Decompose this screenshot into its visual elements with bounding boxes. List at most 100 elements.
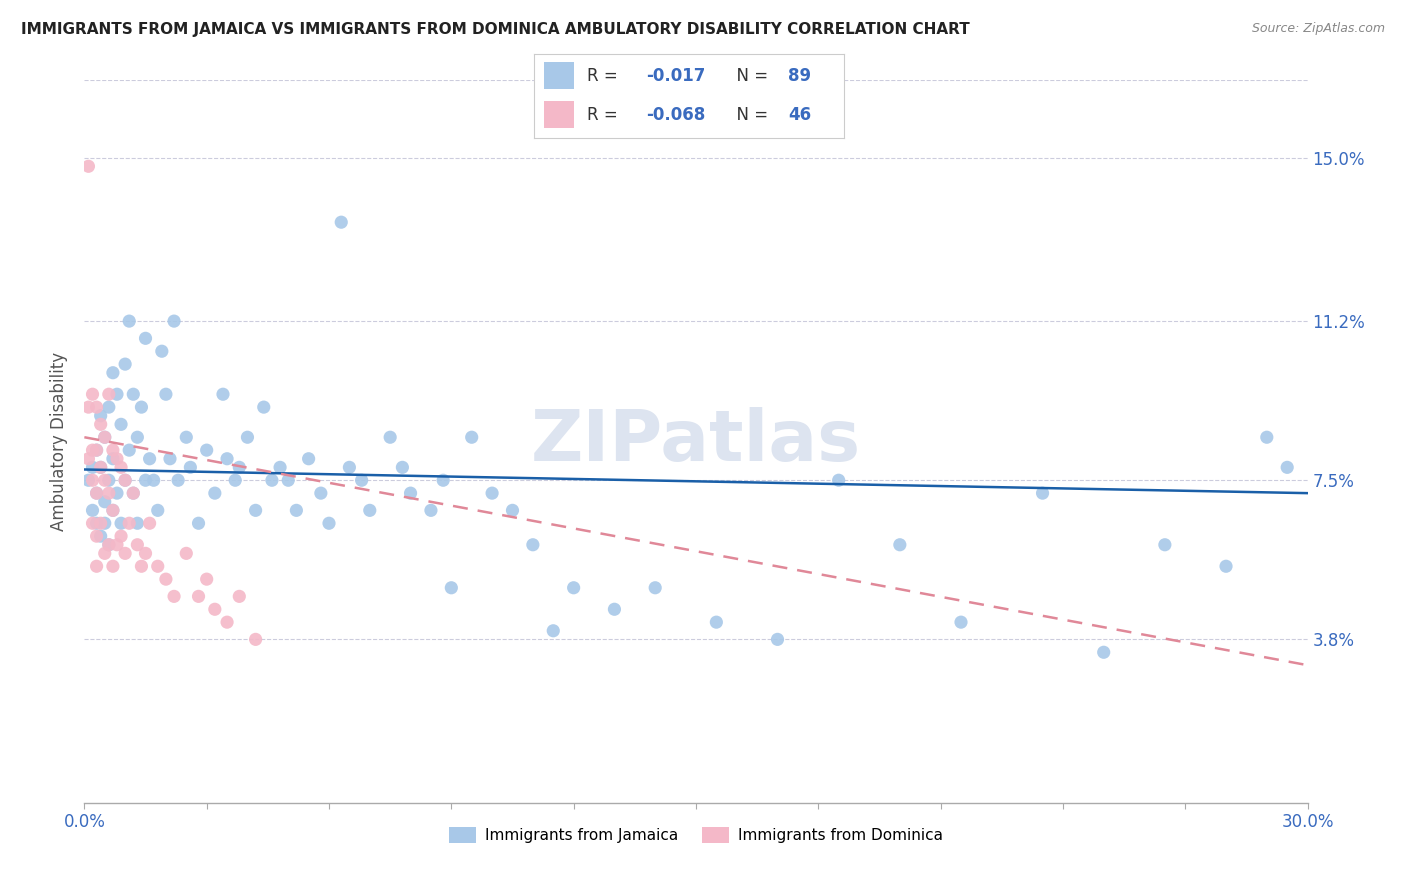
Point bbox=[86, 443, 108, 458]
Point bbox=[245, 632, 267, 647]
Point bbox=[212, 387, 235, 401]
Point bbox=[97, 538, 120, 552]
Point bbox=[131, 559, 153, 574]
Point bbox=[142, 473, 165, 487]
Point bbox=[1277, 460, 1299, 475]
Point bbox=[146, 503, 169, 517]
Point bbox=[114, 357, 136, 371]
Point bbox=[420, 503, 443, 517]
Point bbox=[318, 516, 340, 531]
Point bbox=[127, 516, 149, 531]
Text: R =: R = bbox=[586, 67, 623, 85]
Point bbox=[1092, 645, 1115, 659]
Point bbox=[90, 417, 112, 432]
Point bbox=[481, 486, 503, 500]
Point bbox=[127, 430, 149, 444]
Point bbox=[82, 473, 104, 487]
Point bbox=[217, 615, 239, 630]
Point bbox=[236, 430, 259, 444]
Point bbox=[228, 460, 250, 475]
Point bbox=[86, 486, 108, 500]
Point bbox=[105, 451, 128, 466]
Text: N =: N = bbox=[725, 105, 773, 123]
Point bbox=[90, 516, 112, 531]
Point bbox=[97, 538, 120, 552]
Point bbox=[644, 581, 666, 595]
Y-axis label: Ambulatory Disability: Ambulatory Disability bbox=[51, 352, 69, 531]
Point bbox=[432, 473, 454, 487]
Point bbox=[350, 473, 373, 487]
Point bbox=[217, 451, 239, 466]
Point bbox=[1154, 538, 1177, 552]
Point bbox=[77, 451, 100, 466]
Point bbox=[93, 516, 115, 531]
Point bbox=[224, 473, 246, 487]
Point bbox=[163, 590, 186, 604]
Point bbox=[90, 460, 112, 475]
Point bbox=[110, 516, 132, 531]
Point bbox=[105, 486, 128, 500]
Point bbox=[97, 387, 120, 401]
Point bbox=[187, 516, 209, 531]
Point bbox=[174, 546, 197, 560]
Point bbox=[110, 529, 132, 543]
Point bbox=[330, 215, 353, 229]
FancyBboxPatch shape bbox=[544, 101, 575, 128]
Point bbox=[135, 331, 157, 345]
Point bbox=[174, 430, 197, 444]
Point bbox=[163, 314, 186, 328]
Point bbox=[101, 366, 124, 380]
Point bbox=[118, 516, 141, 531]
Point bbox=[138, 516, 160, 531]
Point bbox=[82, 503, 104, 517]
Point bbox=[766, 632, 789, 647]
Point bbox=[86, 400, 108, 414]
Point bbox=[93, 473, 115, 487]
Point bbox=[122, 486, 145, 500]
Point bbox=[461, 430, 484, 444]
Point bbox=[522, 538, 544, 552]
Point bbox=[253, 400, 276, 414]
Point bbox=[269, 460, 291, 475]
Point bbox=[131, 400, 153, 414]
Point bbox=[82, 516, 104, 531]
Point bbox=[228, 590, 250, 604]
Point bbox=[105, 538, 128, 552]
Point bbox=[950, 615, 973, 630]
Text: 46: 46 bbox=[787, 105, 811, 123]
Point bbox=[77, 159, 100, 173]
Point bbox=[706, 615, 728, 630]
Point bbox=[82, 387, 104, 401]
Point bbox=[204, 602, 226, 616]
Point bbox=[146, 559, 169, 574]
Point bbox=[187, 590, 209, 604]
Point bbox=[502, 503, 524, 517]
Point bbox=[1215, 559, 1237, 574]
Point bbox=[562, 581, 585, 595]
Point bbox=[138, 451, 160, 466]
Point bbox=[167, 473, 190, 487]
Point bbox=[93, 430, 115, 444]
Point bbox=[114, 546, 136, 560]
Point bbox=[122, 486, 145, 500]
Point bbox=[86, 559, 108, 574]
Point bbox=[122, 387, 145, 401]
Point bbox=[90, 409, 112, 423]
Point bbox=[543, 624, 565, 638]
Point bbox=[77, 400, 100, 414]
Point bbox=[101, 503, 124, 517]
Point bbox=[86, 529, 108, 543]
Point bbox=[114, 473, 136, 487]
Point bbox=[82, 460, 104, 475]
Point bbox=[150, 344, 173, 359]
Point bbox=[195, 572, 218, 586]
Point bbox=[101, 443, 124, 458]
Point bbox=[828, 473, 851, 487]
Point bbox=[97, 400, 120, 414]
Point bbox=[101, 451, 124, 466]
Point bbox=[277, 473, 299, 487]
Point bbox=[135, 473, 157, 487]
Point bbox=[97, 473, 120, 487]
Text: 89: 89 bbox=[787, 67, 811, 85]
Point bbox=[93, 546, 115, 560]
